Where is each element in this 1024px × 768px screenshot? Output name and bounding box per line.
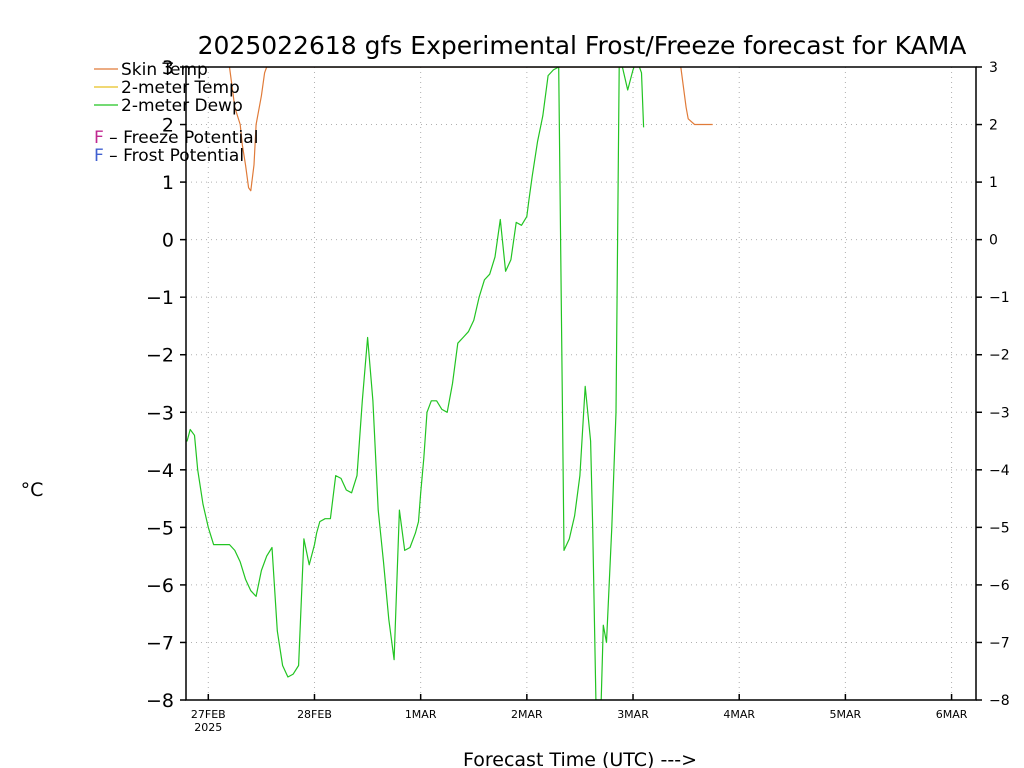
potential-letter: F <box>94 146 104 166</box>
plot-frame <box>185 66 977 701</box>
potential-letter: F <box>94 128 104 148</box>
x-tick-sublabel: 2025 <box>194 721 222 734</box>
y-tick-label-right: −5 <box>989 520 1010 536</box>
legend-label: 2-meter Temp <box>121 78 240 98</box>
y-tick-label: 3 <box>162 57 174 79</box>
x-tick-label: 2MAR <box>511 708 543 721</box>
y-tick-label-right: −8 <box>989 693 1010 709</box>
potential-legend-item: F – Frost Potential <box>94 146 244 166</box>
legend-label: 2-meter Dewp <box>121 96 243 116</box>
y-tick-label-right: −7 <box>989 635 1010 651</box>
series-group <box>186 67 713 700</box>
y-tick-label: −6 <box>146 575 174 597</box>
y-tick-label: −5 <box>146 517 174 539</box>
legend-label: Skin Temp <box>121 60 208 80</box>
y-tick-label-right: −1 <box>989 290 1010 306</box>
y-tick-label-right: 1 <box>989 175 998 191</box>
x-tick-label: 6MAR <box>936 708 968 721</box>
y-tick-label: 1 <box>162 172 174 194</box>
grid-lines <box>186 67 976 700</box>
y-tick-label: −7 <box>146 632 174 654</box>
y-tick-label: −2 <box>146 345 174 367</box>
chart-title: 2025022618 gfs Experimental Frost/Freeze… <box>198 31 967 60</box>
x-tick-label: 3MAR <box>617 708 649 721</box>
y-tick-label-right: 2 <box>989 118 998 134</box>
y-tick-label: −3 <box>146 402 174 424</box>
x-tick-label: 27FEB <box>191 708 226 721</box>
y-tick-label: −4 <box>146 460 174 482</box>
y-tick-label: 0 <box>162 230 174 252</box>
x-axis-label: Forecast Time (UTC) ---> <box>463 749 697 768</box>
potential-label: – Freeze Potential <box>104 128 259 148</box>
series-line-skin-temp <box>228 67 713 192</box>
series-line-2-meter-dewp <box>186 67 645 700</box>
y-tick-label-right: −3 <box>989 405 1010 421</box>
y-axis-label: °C <box>21 479 44 501</box>
y-axis: 3 3 2 2 1 1 0 0 −1 −1 −2 −2 −3 −3 −4 −4 −5 −5 −6 −6 −7 −7 −8 −8 <box>146 57 1010 712</box>
x-tick-label: 1MAR <box>405 708 437 721</box>
y-tick-label: −8 <box>146 690 174 712</box>
x-tick-label: 5MAR <box>830 708 862 721</box>
y-tick-label: −1 <box>146 287 174 309</box>
y-tick-label-right: −2 <box>989 348 1010 364</box>
y-tick-label-right: 3 <box>989 60 998 76</box>
y-tick-label-right: −6 <box>989 578 1010 594</box>
y-tick-label: 2 <box>162 115 174 137</box>
y-tick-label-right: 0 <box>989 233 998 249</box>
plot-area <box>186 67 713 700</box>
y-tick-label-right: −4 <box>989 463 1010 479</box>
x-tick-label: 28FEB <box>297 708 332 721</box>
potential-label: – Frost Potential <box>104 146 244 166</box>
x-tick-label: 4MAR <box>723 708 755 721</box>
potential-legend-item: F – Freeze Potential <box>94 128 258 148</box>
